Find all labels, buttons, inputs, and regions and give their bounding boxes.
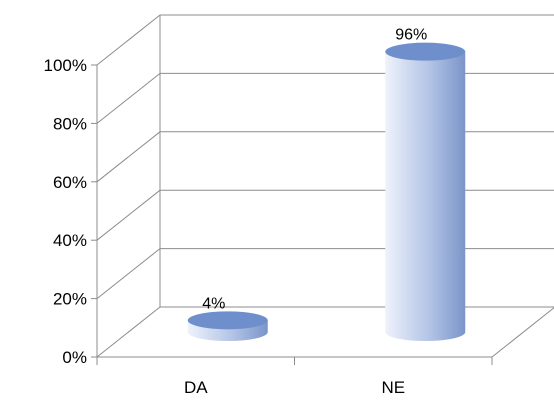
bar-top	[187, 311, 268, 330]
floor-right-edge	[491, 307, 554, 358]
x-category-label: DA	[184, 378, 208, 397]
y-tick-label: 80%	[53, 114, 87, 133]
y-tick-label: 0%	[62, 348, 87, 367]
data-label: 96%	[395, 27, 427, 44]
y-tick-label: 40%	[53, 231, 87, 250]
gridline-side-1	[96, 248, 161, 299]
gridline-side-0	[96, 306, 161, 358]
bars	[187, 42, 466, 342]
bar-body	[385, 51, 466, 342]
y-tick-label: 100%	[44, 56, 87, 75]
bar-top	[385, 42, 466, 61]
gridline-side-4	[96, 73, 161, 124]
bar-ne	[385, 42, 466, 342]
labels: 0% 20% 40% 60% 80% 100% 4% 96% DA NE	[44, 27, 428, 397]
gridline-side-3	[96, 131, 161, 183]
x-category-label: NE	[381, 378, 405, 397]
gridline-side-2	[96, 189, 161, 241]
bar-da	[187, 311, 268, 341]
gridline-side-5	[96, 14, 161, 66]
y-tick-label: 20%	[53, 290, 87, 309]
axes	[91, 64, 493, 365]
gridlines	[96, 14, 554, 358]
data-label: 4%	[202, 295, 225, 312]
y-tick-label: 60%	[53, 173, 87, 192]
